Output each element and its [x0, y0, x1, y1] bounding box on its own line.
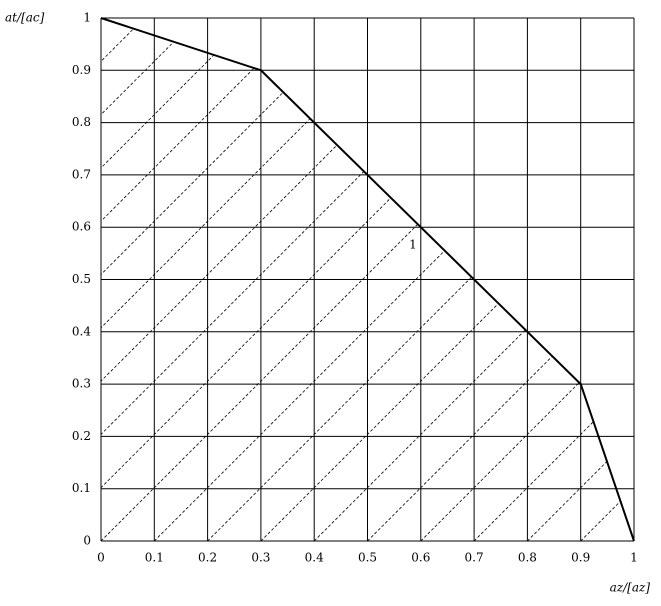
hatch-line: [101, 18, 358, 541]
x-tick-label: 0.6: [411, 551, 430, 565]
x-tick-label: 0: [97, 551, 105, 565]
hatch-line: [101, 18, 305, 541]
y-tick-label: 0.5: [72, 272, 91, 286]
x-tick-label: 0.4: [305, 551, 324, 565]
y-tick-label: 0.2: [72, 429, 91, 443]
x-tick-label: 0.8: [518, 551, 537, 565]
hatch-line: [101, 18, 198, 541]
y-tick-label: 0.3: [72, 377, 91, 391]
y-tick-label: 0.9: [72, 63, 91, 77]
x-axis-label: az/[az]: [610, 581, 651, 595]
y-tick-label: 0.8: [72, 115, 91, 129]
hatch-line: [633, 18, 634, 541]
x-tick-label: 1: [630, 551, 638, 565]
y-axis-label: at/[ac]: [5, 11, 45, 25]
y-tick-label: 1: [83, 11, 91, 25]
x-tick-label: 0.1: [145, 551, 164, 565]
y-tick-label: 0.1: [72, 481, 91, 495]
y-tick-label: 0: [83, 534, 91, 548]
y-tick-label: 0.7: [72, 167, 91, 181]
hatch-line: [101, 18, 252, 541]
x-tick-label: 0.3: [251, 551, 270, 565]
x-tick-label: 0.9: [571, 551, 590, 565]
line: [100, 17, 635, 542]
x-tick-label: 0.2: [198, 551, 217, 565]
y-tick-label: 0.4: [72, 324, 91, 338]
x-tick-label: 0.5: [358, 551, 377, 565]
x-tick-label: 0.7: [465, 551, 484, 565]
annotation: 1: [409, 238, 417, 252]
y-tick-label: 0.6: [72, 220, 91, 234]
